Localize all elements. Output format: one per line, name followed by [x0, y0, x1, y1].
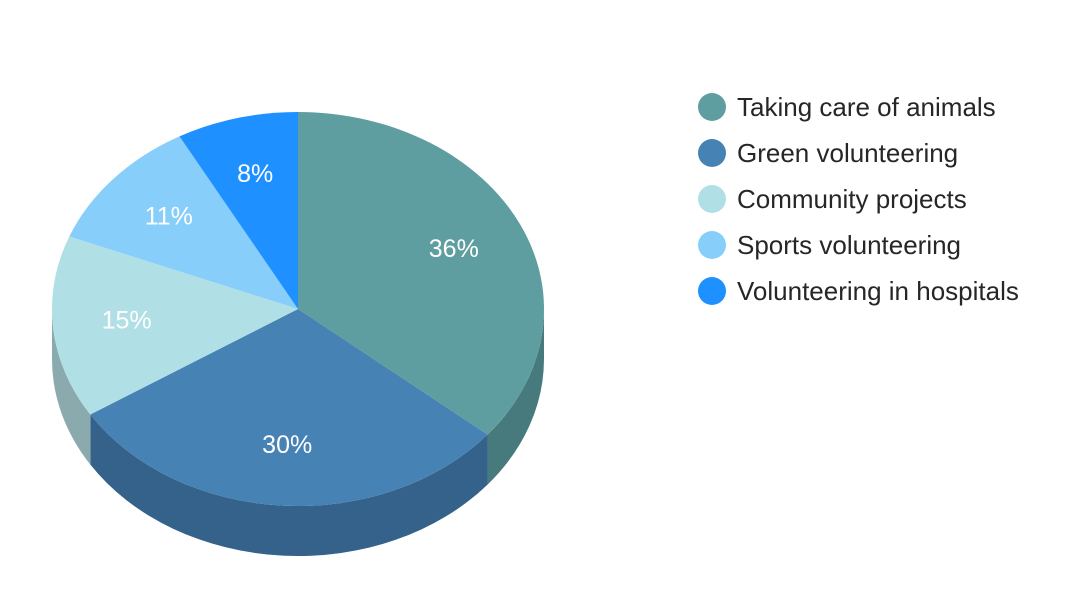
pie-slice-taking-care-of-animals[interactable]	[298, 112, 544, 435]
legend-swatch	[698, 277, 726, 305]
pie-slice-labels: 36% 30% 15% 11% 8%	[102, 160, 479, 459]
pie-slice-green-volunteering[interactable]	[90, 309, 488, 507]
pie-slice-volunteering-in-hospitals[interactable]	[179, 112, 298, 309]
legend-label: Volunteering in hospitals	[737, 275, 1019, 306]
legend-label: Green volunteering	[737, 137, 959, 168]
slice-label-volunteering-in-hospitals: 8%	[237, 160, 273, 188]
legend-label: Sports volunteering	[737, 229, 962, 260]
legend-swatch	[698, 231, 726, 259]
chart-legend: Taking care of animals Green volunteering…	[698, 84, 1019, 314]
pie-side-green-volunteering	[90, 414, 488, 556]
legend-item-community-projects[interactable]: Community projects	[698, 176, 1019, 222]
legend-item-green-volunteering[interactable]: Green volunteering	[698, 130, 1019, 176]
legend-item-sports-volunteering[interactable]: Sports volunteering	[698, 222, 1019, 268]
legend-swatch	[698, 93, 726, 121]
pie-slice-community-projects[interactable]	[52, 236, 299, 415]
slice-label-community-projects: 15%	[102, 307, 152, 335]
legend-item-volunteering-in-hospitals[interactable]: Volunteering in hospitals	[698, 268, 1019, 314]
pie-side-walls	[52, 309, 544, 556]
slice-label-green-volunteering: 30%	[262, 431, 312, 459]
legend-item-taking-care-of-animals[interactable]: Taking care of animals	[698, 84, 1019, 130]
legend-swatch	[698, 185, 726, 213]
pie-side-community-projects	[52, 309, 91, 465]
legend-swatch	[698, 139, 726, 167]
legend-label: Community projects	[737, 183, 967, 214]
slice-label-sports-volunteering: 11%	[145, 202, 193, 230]
slice-label-taking-care-of-animals: 36%	[429, 235, 479, 263]
pie-side-taking-care-of-animals	[487, 309, 544, 485]
pie-slice-sports-volunteering[interactable]	[69, 136, 298, 309]
pie-top-slices	[52, 112, 544, 507]
legend-label: Taking care of animals	[737, 91, 996, 122]
